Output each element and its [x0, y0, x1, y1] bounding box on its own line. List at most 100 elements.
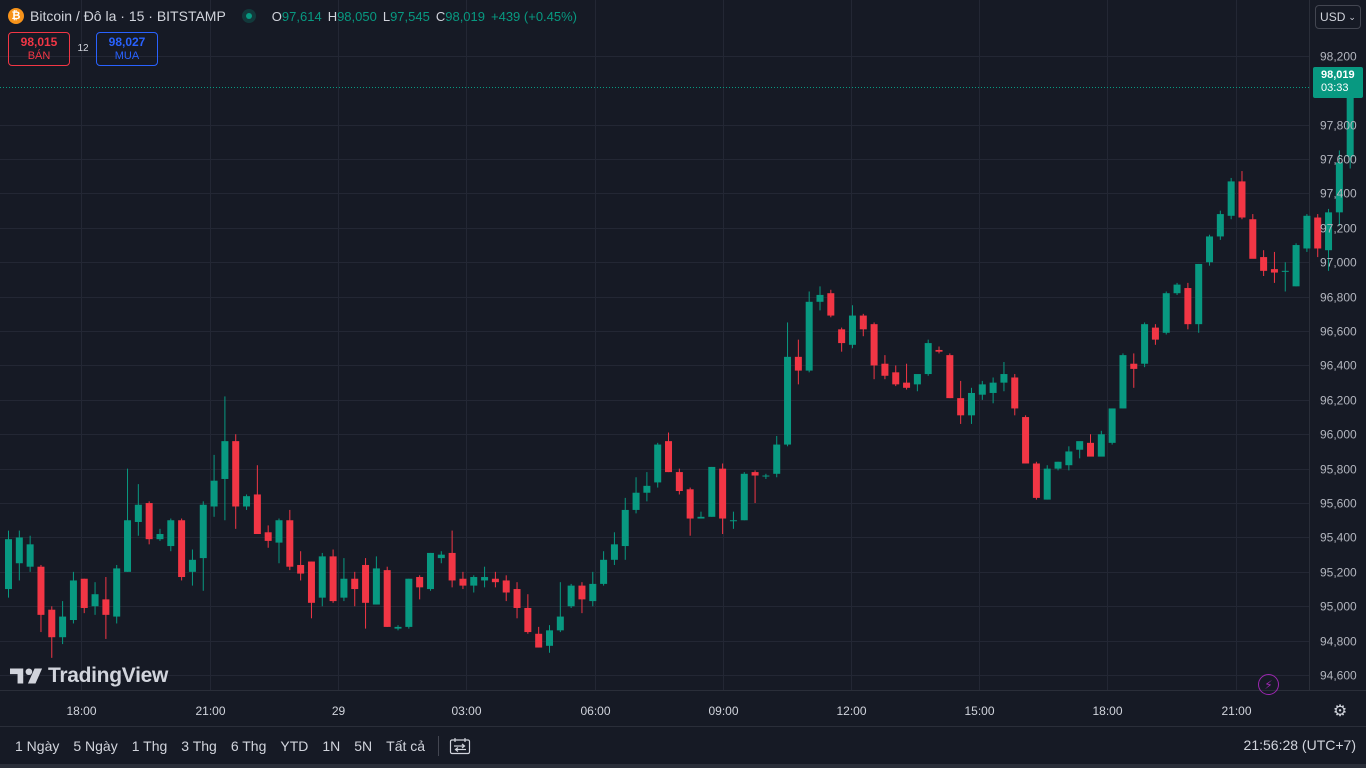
candle: [675, 468, 683, 495]
candle-body: [448, 552, 456, 581]
candle: [210, 454, 218, 517]
candle: [491, 571, 499, 588]
sell-button[interactable]: 98,015 BÁN: [8, 32, 70, 66]
candle-body: [708, 466, 716, 517]
bottom-toolbar: 1 Ngày 5 Ngày 1 Thg 3 Thg 6 Thg YTD 1N 5…: [0, 726, 1366, 764]
candle: [654, 442, 662, 488]
gear-icon[interactable]: ⚙︎: [1332, 703, 1348, 720]
candle-body: [437, 554, 445, 559]
candle-body: [1011, 377, 1019, 409]
candle: [1260, 250, 1268, 277]
candle-body: [1119, 355, 1127, 409]
candle: [1227, 177, 1235, 220]
candle-body: [502, 580, 510, 593]
candle-body: [1065, 451, 1073, 466]
range-1-month[interactable]: 1 Thg: [131, 737, 168, 754]
candle-body: [784, 356, 792, 445]
candle-body: [697, 516, 705, 519]
range-all[interactable]: Tất cả: [386, 737, 426, 754]
candle-body: [978, 384, 986, 395]
x-tick-label: 12:00: [836, 704, 866, 718]
candle: [848, 305, 856, 349]
candle: [621, 497, 629, 560]
candle: [502, 575, 510, 602]
candle: [1303, 214, 1311, 252]
y-tick-label: 97,400: [1320, 187, 1357, 201]
range-3-months[interactable]: 3 Thg: [181, 737, 217, 754]
candle: [1216, 210, 1224, 240]
price-axis[interactable]: 94,600 94,800 95,000 95,200 95,400 95,600 95,8…: [1320, 50, 1357, 683]
candle: [59, 601, 67, 645]
candle: [1162, 291, 1170, 335]
tradingview-logo[interactable]: TradingView: [10, 664, 168, 688]
x-tick-label: 09:00: [708, 704, 738, 718]
candle: [156, 528, 164, 541]
candle-body: [405, 578, 413, 627]
candle: [1087, 434, 1094, 457]
range-1-year[interactable]: 1N: [322, 737, 341, 754]
candle-body: [881, 363, 889, 376]
candle: [610, 532, 618, 565]
open-label: O: [271, 8, 282, 24]
candle-body: [1151, 327, 1159, 340]
range-5-years[interactable]: 5N: [354, 737, 373, 754]
candle: [48, 606, 56, 658]
x-tick-label: 18:00: [1092, 704, 1122, 718]
candle: [1011, 374, 1019, 416]
candle-body: [1195, 263, 1203, 325]
candle: [275, 518, 283, 564]
candle: [1281, 262, 1289, 292]
y-tick-label: 97,000: [1320, 256, 1357, 270]
candle-body: [1260, 257, 1268, 271]
range-ytd[interactable]: YTD: [280, 737, 309, 754]
candle: [870, 322, 878, 380]
candle: [794, 339, 802, 385]
currency-button[interactable]: USD ⌄: [1315, 5, 1361, 29]
go-to-date-icon[interactable]: [449, 737, 471, 755]
candle: [383, 566, 391, 627]
candle: [946, 353, 954, 399]
timezone-clock[interactable]: 21:56:28 (UTC+7): [1243, 737, 1356, 753]
candle: [1097, 430, 1105, 457]
price-chart[interactable]: 94,600 94,800 95,000 95,200 95,400 95,600 95,8…: [0, 0, 1366, 726]
candle: [199, 501, 207, 591]
range-6-months[interactable]: 6 Thg: [230, 737, 267, 754]
candle-body: [80, 578, 88, 608]
candle: [1249, 214, 1257, 259]
candle-body: [751, 472, 759, 476]
candle: [967, 387, 975, 424]
candle-body: [859, 315, 867, 330]
candle: [416, 575, 424, 600]
candle: [1119, 353, 1127, 409]
candle-body: [1173, 284, 1181, 294]
candle: [80, 578, 88, 614]
candle-body: [1162, 293, 1170, 333]
candle-body: [210, 480, 218, 507]
time-axis[interactable]: 18:00 21:00 29 03:00 06:00 09:00 12:00 15:00 18:…: [66, 704, 1251, 718]
candle-body: [967, 392, 975, 416]
range-5-days[interactable]: 5 Ngày: [73, 737, 118, 754]
close-value: 98,019: [445, 8, 485, 24]
x-tick-label: 21:00: [195, 704, 225, 718]
lightning-icon[interactable]: ⚡︎: [1258, 674, 1279, 695]
candle-body: [362, 564, 370, 603]
symbol-title[interactable]: Bitcoin / Đô la · 15 · BITSTAMP: [30, 8, 226, 24]
candle: [1314, 214, 1322, 258]
candle-body: [1043, 468, 1051, 500]
price-change: +439 (+0.45%): [491, 8, 578, 24]
candle: [297, 551, 305, 581]
x-tick-label: 06:00: [580, 704, 610, 718]
buy-button[interactable]: 98,027 MUA: [96, 32, 158, 66]
candle-body: [5, 539, 12, 590]
candle-body: [654, 444, 662, 483]
range-1-day[interactable]: 1 Ngày: [15, 737, 60, 754]
candle-body: [167, 520, 175, 547]
candle-body: [275, 520, 283, 543]
candle: [1141, 322, 1149, 368]
candle: [253, 465, 261, 535]
candle: [15, 530, 23, 581]
candle: [1130, 353, 1138, 388]
candle: [567, 583, 575, 608]
candle-body: [329, 556, 337, 602]
candle-body: [1141, 324, 1149, 364]
